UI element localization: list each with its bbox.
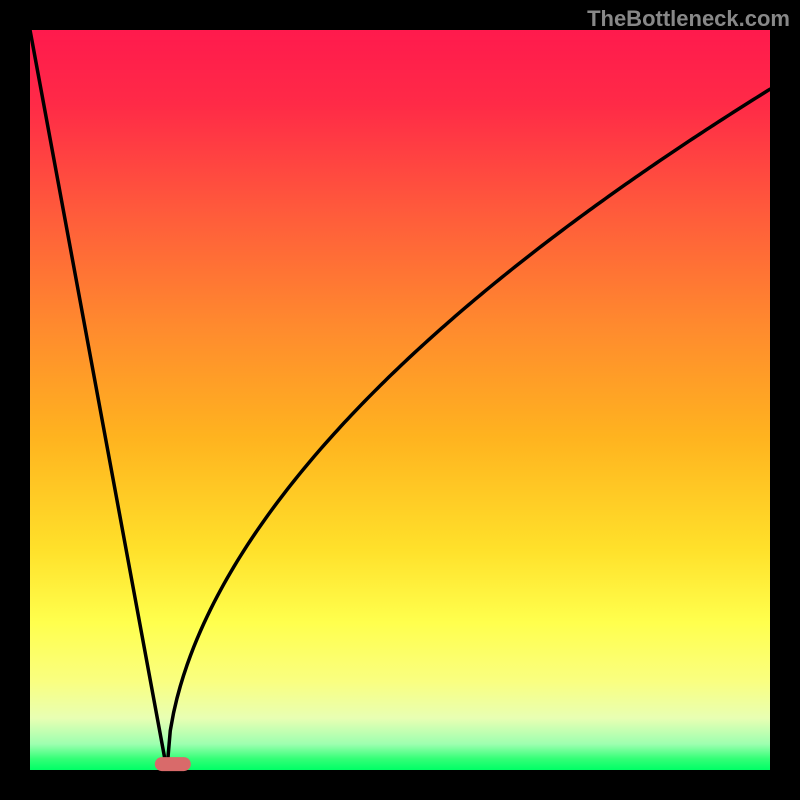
minimum-marker	[155, 757, 191, 771]
chart-container: TheBottleneck.com	[0, 0, 800, 800]
bottleneck-chart	[0, 0, 800, 800]
chart-plot-area	[30, 30, 770, 770]
